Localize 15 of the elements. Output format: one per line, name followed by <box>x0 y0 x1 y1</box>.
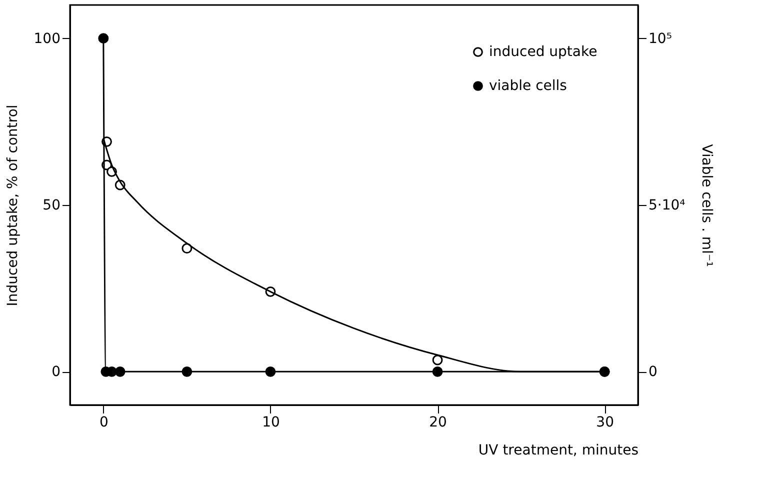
x-tick-label: 20 <box>429 414 447 430</box>
y-tick-label: 50 <box>42 198 60 214</box>
legend-label: induced uptake <box>489 44 598 60</box>
x-tick-label: 0 <box>99 414 108 430</box>
x-tick-label: 30 <box>596 414 614 430</box>
y2-tick-label: 0 <box>648 364 658 380</box>
y2-tick-label: 10⁵ <box>648 30 672 47</box>
y2-tick-label: 5·10⁴ <box>648 198 686 214</box>
y-axis-title: Induced uptake, % of control <box>4 104 21 306</box>
x-tick-label: 10 <box>262 414 280 430</box>
y2-axis-title: Viable cells . ml⁻¹ <box>698 144 714 267</box>
legend-label: viable cells <box>489 78 567 94</box>
x-axis-title: UV treatment, minutes <box>478 442 638 458</box>
y-tick-label: 0 <box>52 364 60 380</box>
y-tick-label: 100 <box>34 30 60 47</box>
